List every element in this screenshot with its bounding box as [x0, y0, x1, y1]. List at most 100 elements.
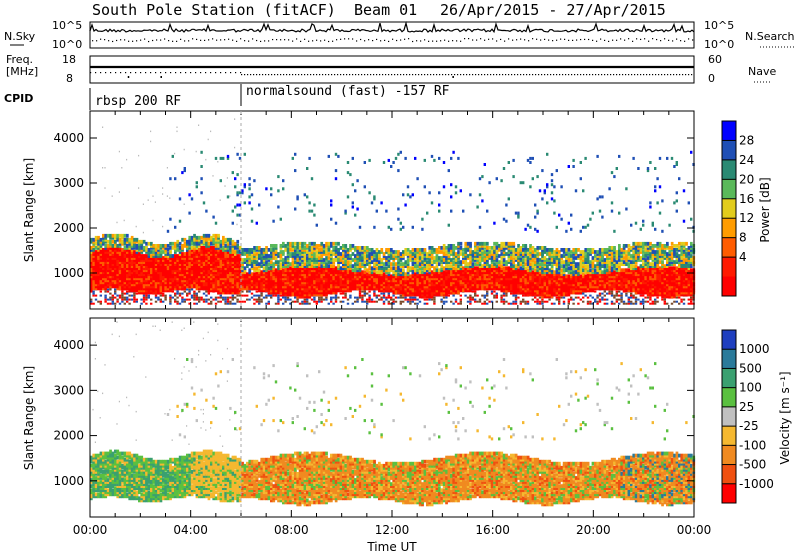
power-cell — [212, 262, 216, 266]
power-cell — [193, 270, 196, 275]
power-cell — [334, 241, 338, 246]
power-cell — [183, 268, 187, 273]
power-cell — [306, 268, 309, 273]
power-cell — [193, 272, 196, 277]
power-cell — [186, 292, 189, 295]
nave-point — [240, 72, 242, 74]
power-cell — [126, 233, 129, 238]
power-cell — [370, 268, 374, 273]
power-cell — [392, 298, 395, 301]
power-cell — [265, 268, 268, 273]
power-cell — [334, 256, 338, 260]
power-cell — [296, 262, 300, 266]
power-cell — [207, 276, 211, 281]
power-cell — [418, 300, 422, 303]
power-cell — [327, 154, 330, 158]
power-cell — [130, 288, 134, 293]
power-cell — [171, 241, 175, 246]
power-cell — [464, 270, 468, 275]
power-cell — [147, 199, 149, 201]
power-cell — [92, 262, 96, 266]
power-cell — [462, 282, 465, 287]
power-cell — [265, 264, 268, 268]
power-cell — [248, 248, 252, 252]
power-cell — [166, 244, 170, 248]
power-cell — [118, 262, 122, 266]
power-cell — [193, 264, 196, 268]
power-cell — [387, 270, 391, 275]
power-cell — [123, 268, 127, 273]
power-cell — [118, 256, 122, 260]
nsearch-point — [428, 40, 430, 42]
power-cell — [294, 241, 297, 246]
power-cell — [176, 248, 180, 252]
power-cell — [116, 272, 120, 277]
power-cell — [474, 280, 477, 285]
power-cell — [178, 276, 182, 281]
nave-point — [574, 74, 576, 76]
power-cell — [320, 282, 324, 287]
power-cell — [109, 264, 112, 268]
power-cell — [469, 254, 472, 258]
power-cell — [507, 282, 511, 287]
nsearch-point — [480, 38, 482, 40]
power-cell — [354, 213, 357, 217]
power-cell — [433, 248, 436, 252]
nsearch-point — [424, 39, 426, 41]
power-cell — [106, 248, 110, 252]
power-cell — [428, 252, 432, 256]
power-cell — [133, 288, 136, 293]
power-cell — [418, 266, 422, 271]
nave-point — [373, 74, 375, 76]
power-cell — [236, 294, 239, 297]
power-cell — [282, 250, 285, 254]
power-cell — [97, 256, 100, 260]
power-cell — [183, 169, 186, 173]
power-cell — [246, 284, 249, 289]
power-cell — [186, 268, 189, 273]
power-cell — [334, 274, 338, 279]
power-cell — [356, 254, 360, 258]
power-cell — [159, 294, 162, 297]
power-cell — [226, 252, 230, 256]
power-cell — [248, 280, 252, 285]
power-cell — [154, 266, 158, 271]
power-cell — [186, 244, 189, 248]
power-cell — [310, 282, 314, 287]
power-cell — [282, 187, 285, 191]
nave-point — [95, 72, 97, 74]
power-cell — [243, 258, 247, 262]
power-cell — [315, 286, 319, 291]
power-cell — [106, 246, 110, 250]
power-cell — [296, 252, 300, 256]
nsearch-point — [556, 39, 558, 41]
power-cell — [457, 260, 460, 264]
power-cell — [286, 272, 290, 277]
power-cell — [481, 286, 484, 291]
power-cell — [430, 284, 434, 289]
power-cell — [476, 266, 480, 271]
power-cell — [478, 252, 482, 256]
power-cell — [164, 254, 168, 258]
power-cell — [123, 282, 127, 287]
power-cell — [426, 264, 429, 268]
nave-point — [271, 74, 273, 76]
power-cell — [390, 302, 393, 305]
nsearch-point — [488, 38, 490, 40]
power-cell — [226, 264, 230, 268]
power-cell — [428, 260, 432, 264]
power-cell — [226, 302, 230, 305]
power-cell — [361, 284, 364, 289]
power-cell — [140, 260, 144, 264]
power-cell — [483, 296, 486, 299]
nsearch-point — [352, 38, 354, 40]
nsearch-point — [568, 39, 570, 41]
power-cell — [325, 241, 328, 246]
power-cell — [138, 248, 141, 252]
power-cell — [265, 256, 268, 260]
power-cell — [234, 288, 237, 293]
power-cell — [176, 296, 179, 299]
power-cell — [320, 266, 324, 271]
power-cell — [399, 278, 403, 283]
power-cell — [510, 250, 513, 254]
